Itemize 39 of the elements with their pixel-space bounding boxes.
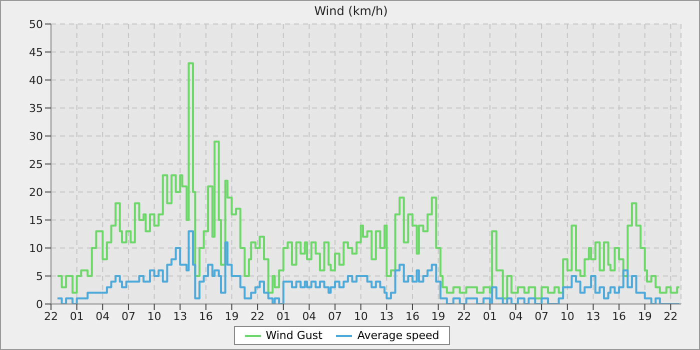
x-tick-label: 13: [380, 310, 394, 323]
x-tick-label: 16: [405, 310, 420, 323]
y-tick-label: 5: [36, 270, 43, 283]
x-tick-label: 01: [276, 310, 290, 323]
x-tick-label: 22: [44, 310, 58, 323]
x-tick-label: 10: [560, 310, 574, 323]
y-tick-label: 35: [29, 102, 43, 115]
x-tick-label: 01: [70, 310, 84, 323]
y-tick-label: 20: [29, 186, 43, 199]
x-tick-label: 10: [354, 310, 368, 323]
legend-label: Wind Gust: [266, 329, 322, 342]
legend-label: Average speed: [357, 329, 440, 342]
x-tick-label: 22: [664, 310, 678, 323]
x-tick-label: 19: [638, 310, 652, 323]
x-tick-label: 04: [96, 310, 110, 323]
y-tick-label: 30: [29, 130, 43, 143]
y-tick-label: 45: [29, 46, 43, 59]
y-tick-label: 50: [29, 18, 43, 31]
x-tick-label: 04: [508, 310, 523, 323]
x-tick-label: 16: [612, 310, 626, 323]
y-tick-label: 40: [29, 74, 43, 87]
y-tick-label: 0: [36, 298, 43, 311]
x-tick-label: 10: [147, 310, 162, 323]
x-tick-label: 01: [482, 310, 497, 323]
x-tick-label: 19: [431, 310, 446, 323]
x-tick-label: 13: [586, 310, 600, 323]
x-tick-label: 22: [457, 310, 472, 323]
x-tick-label: 07: [121, 310, 136, 323]
chart-title: Wind (km/h): [313, 4, 389, 18]
x-tick-label: 04: [302, 310, 316, 323]
x-tick-label: 07: [328, 310, 342, 323]
x-tick-label: 22: [250, 310, 265, 323]
y-tick-label: 15: [29, 214, 43, 227]
x-tick-label: 13: [173, 310, 188, 323]
x-tick-label: 07: [534, 310, 549, 323]
x-tick-label: 19: [224, 310, 239, 323]
x-tick-label: 16: [198, 310, 213, 323]
y-tick-label: 10: [29, 242, 43, 255]
y-tick-label: 25: [29, 158, 43, 171]
